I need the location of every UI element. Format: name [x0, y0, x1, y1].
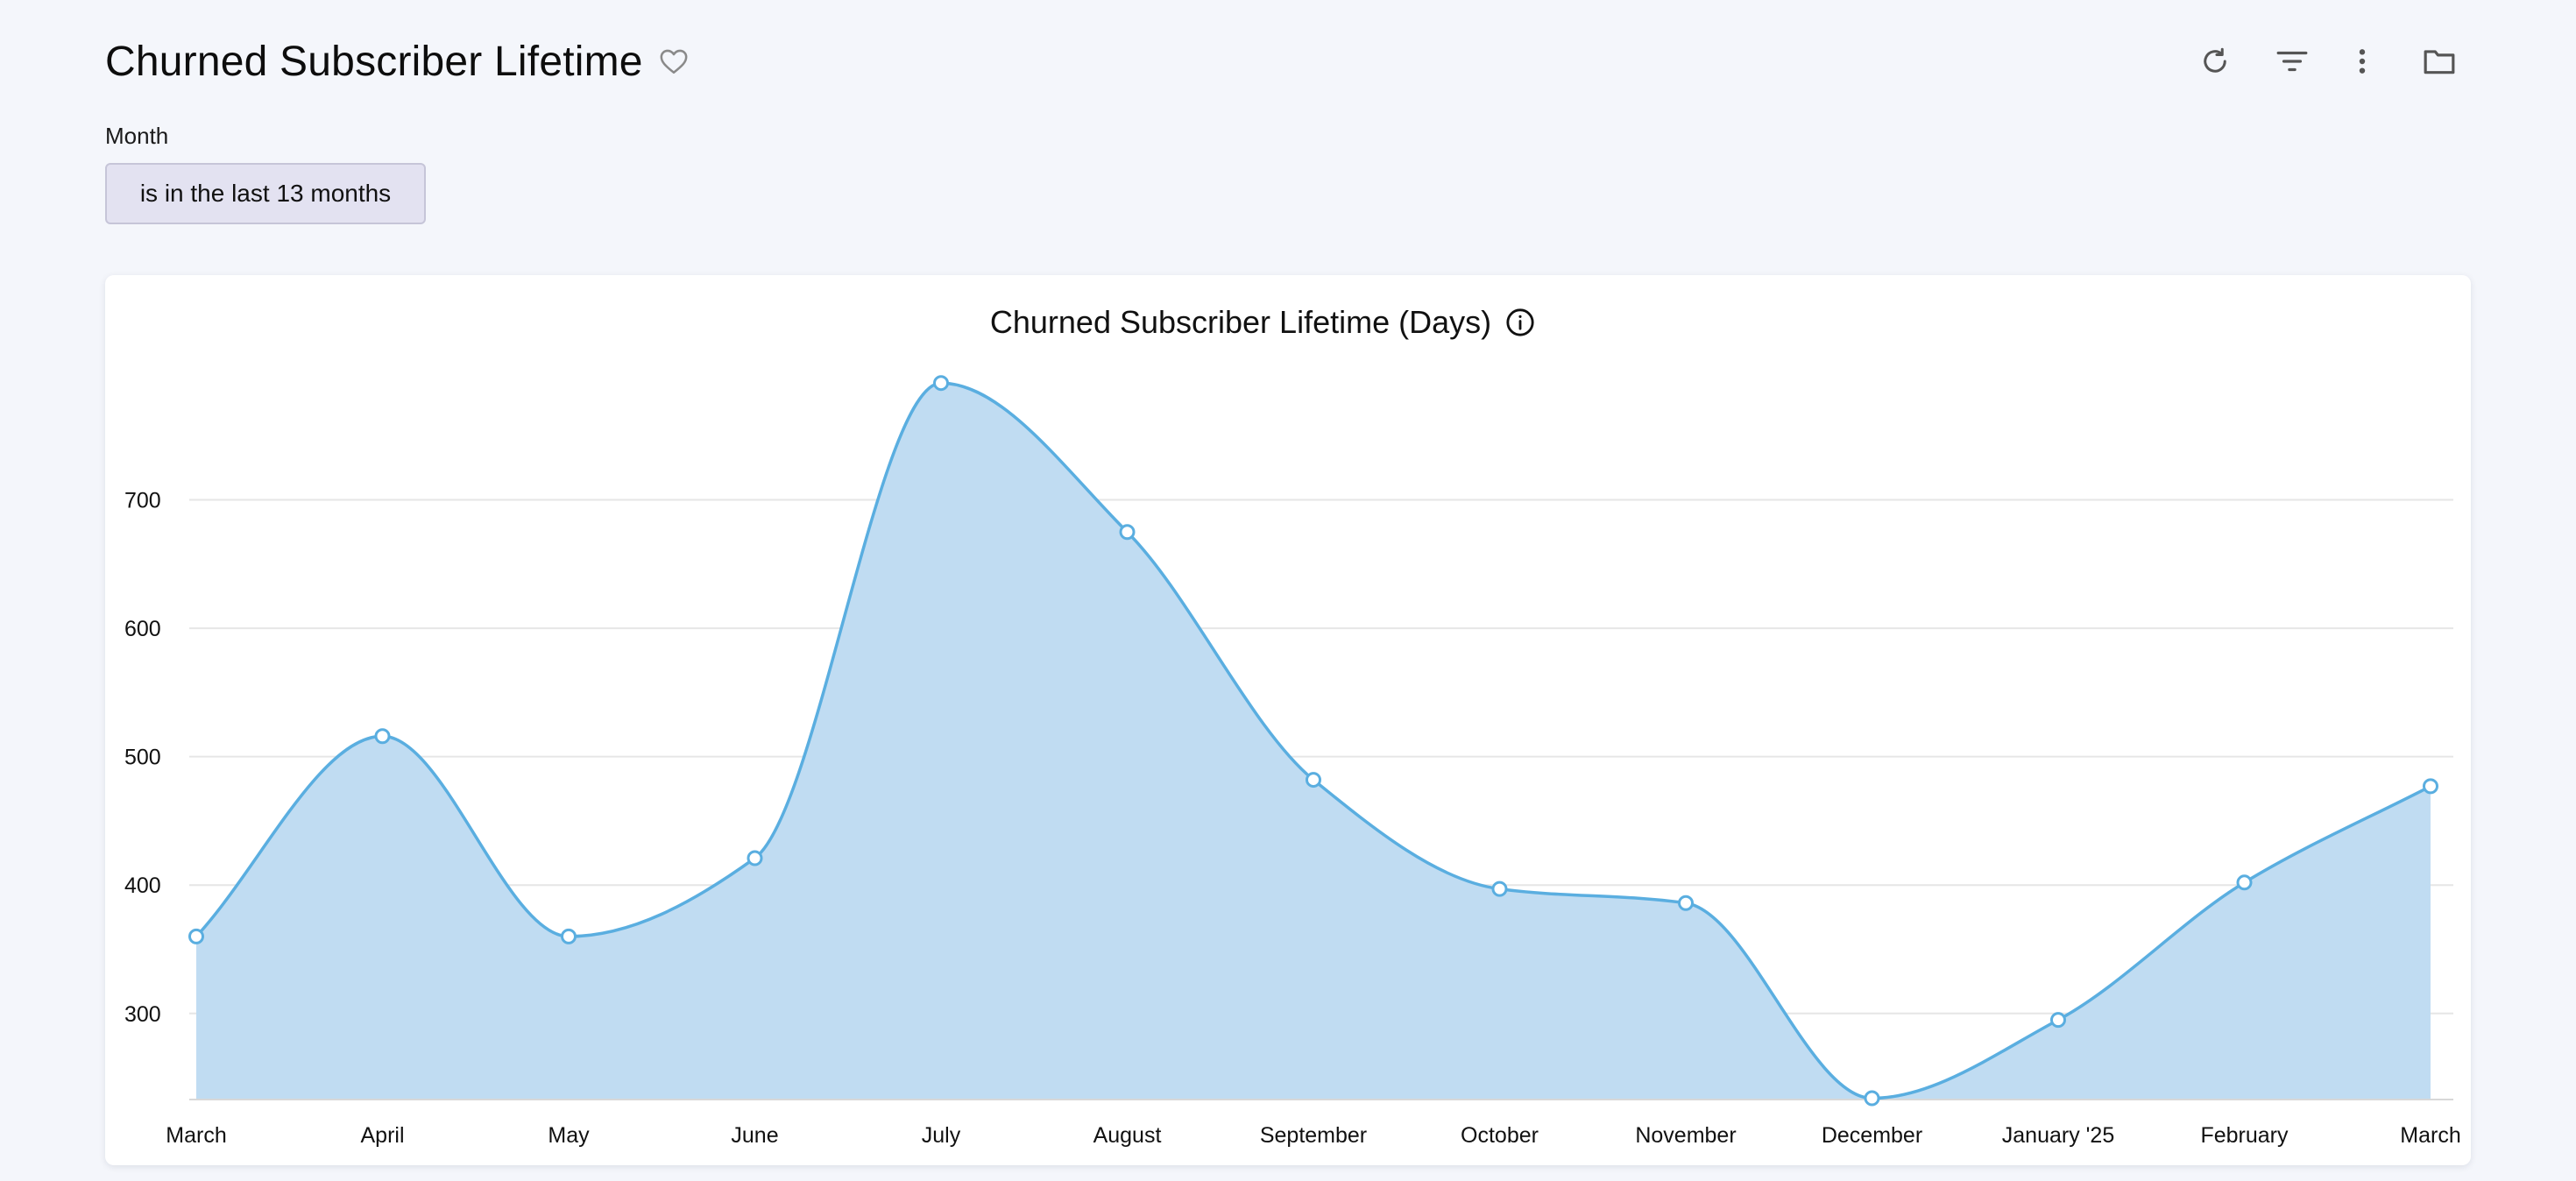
area-fill: [196, 383, 2431, 1100]
x-tick-label: June: [731, 1123, 778, 1148]
x-tick-label: December: [1822, 1123, 1922, 1148]
data-point[interactable]: [188, 928, 204, 944]
data-point[interactable]: [747, 850, 763, 866]
heart-outline-icon[interactable]: [659, 46, 689, 76]
more-vertical-icon[interactable]: [2338, 35, 2387, 88]
x-tick-label: September: [1260, 1123, 1367, 1148]
data-point[interactable]: [1678, 895, 1694, 911]
chart-title: Churned Subscriber Lifetime (Days): [989, 304, 1492, 340]
page-title: Churned Subscriber Lifetime: [105, 38, 643, 85]
x-tick-label: May: [548, 1123, 590, 1148]
data-point[interactable]: [1306, 772, 1321, 789]
x-tick-label: March: [2400, 1123, 2460, 1148]
data-point[interactable]: [1491, 880, 1508, 897]
filter-label: Month: [105, 123, 169, 149]
chart-card: Churned Subscriber Lifetime (Days) 300 40…: [105, 275, 2471, 1165]
y-tick-label: 600: [124, 617, 161, 641]
info-icon[interactable]: [1505, 308, 1535, 337]
x-tick-label: October: [1461, 1123, 1539, 1148]
x-tick-label: February: [2200, 1123, 2289, 1148]
data-point[interactable]: [1119, 524, 1136, 541]
data-point[interactable]: [2050, 1012, 2066, 1029]
data-point[interactable]: [2236, 874, 2253, 891]
x-tick-label: January '25: [2002, 1123, 2114, 1148]
x-tick-label: March: [166, 1123, 226, 1148]
data-point[interactable]: [374, 728, 391, 745]
x-tick-label: July: [922, 1123, 961, 1148]
page-header: Churned Subscriber Lifetime: [105, 30, 689, 93]
y-tick-label: 300: [124, 1002, 161, 1027]
x-tick-label: April: [360, 1123, 404, 1148]
series-line: [195, 381, 2431, 1100]
x-tick-label: November: [1635, 1123, 1736, 1148]
data-point[interactable]: [1864, 1090, 1880, 1107]
refresh-icon[interactable]: [2190, 35, 2240, 88]
y-tick-label: 700: [124, 489, 161, 513]
data-point[interactable]: [561, 928, 577, 944]
folder-icon[interactable]: [2415, 35, 2464, 88]
y-tick-label: 400: [124, 873, 161, 898]
chart-title-row: Churned Subscriber Lifetime (Days): [105, 298, 2471, 347]
filter-icon[interactable]: [2268, 35, 2317, 88]
toolbar: [0, 35, 2576, 88]
data-point[interactable]: [933, 375, 949, 392]
y-tick-label: 500: [124, 746, 161, 770]
x-tick-label: August: [1093, 1123, 1162, 1148]
month-filter-button[interactable]: is in the last 13 months: [105, 163, 426, 224]
data-point[interactable]: [2423, 778, 2438, 795]
line-area-chart: 300 400 500 600 700 March April May June July Augu…: [124, 375, 2461, 1148]
